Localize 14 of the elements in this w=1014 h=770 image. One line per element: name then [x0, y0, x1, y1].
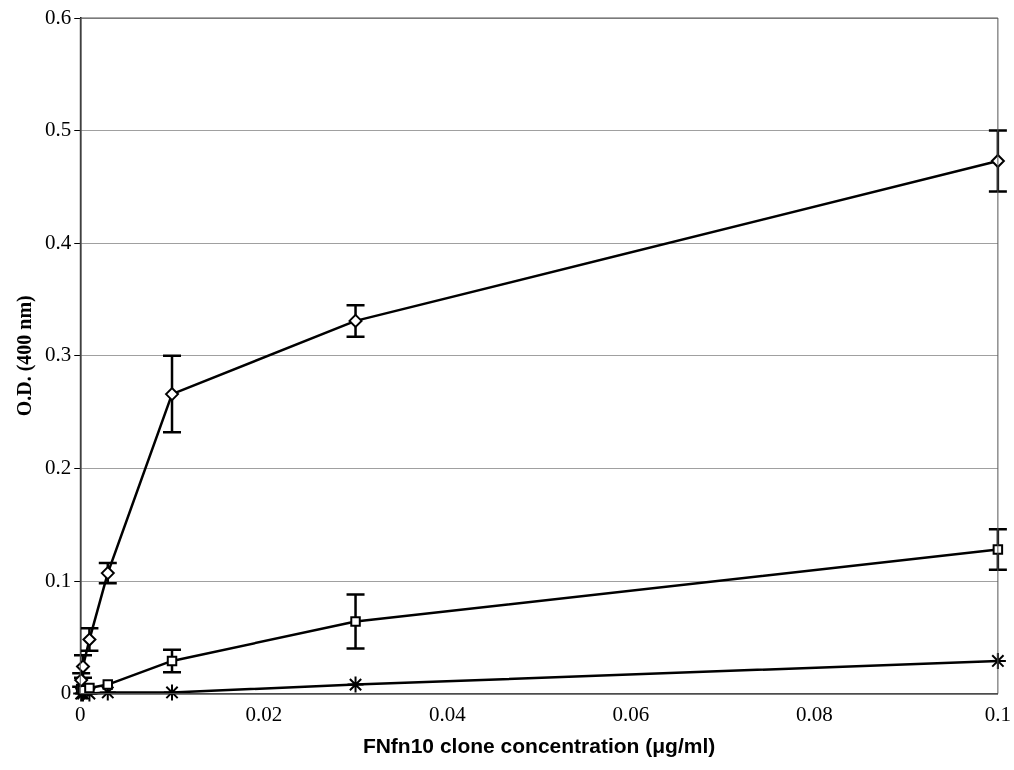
- y-axis-title: O.D. (400 nm): [13, 295, 37, 417]
- x-tick-label: 0.02: [245, 701, 283, 726]
- x-tick-label: 0.06: [612, 701, 650, 726]
- y-tick-label: 0.4: [45, 229, 72, 254]
- y-tick-label: 0.3: [45, 342, 72, 367]
- y-tick-label: 0.5: [45, 117, 72, 142]
- x-tick-label: 0.08: [795, 701, 833, 726]
- x-tick-label: 0.1: [984, 701, 1011, 726]
- y-tick-label: 0: [60, 680, 72, 705]
- y-tick-label: 0.2: [45, 454, 72, 479]
- x-axis-title: FNfn10 clone concentration (μg/ml): [362, 734, 716, 758]
- y-tick-label: 0.6: [45, 4, 72, 29]
- y-tick-label: 0.1: [45, 567, 72, 592]
- x-tick-label: 0.04: [428, 701, 467, 726]
